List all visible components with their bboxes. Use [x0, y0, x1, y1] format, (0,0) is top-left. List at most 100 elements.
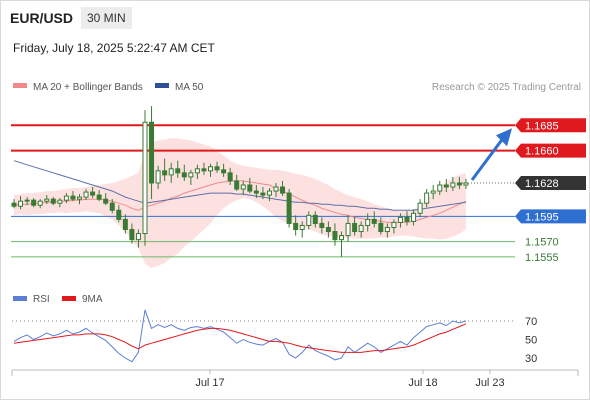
candle-body	[450, 182, 456, 188]
level-lines	[11, 124, 515, 258]
candle	[175, 160, 181, 178]
candle	[417, 199, 423, 218]
rsi-tick-50: 50	[525, 335, 537, 347]
candle	[162, 158, 168, 181]
candle-body	[50, 198, 56, 204]
candle-body	[116, 209, 122, 220]
candle	[122, 214, 128, 234]
candle	[135, 229, 141, 248]
candle-body	[188, 172, 194, 178]
candle-body	[24, 199, 30, 202]
level-tag-text: 1.1685	[525, 120, 559, 132]
candle-body	[358, 224, 364, 233]
candle	[253, 184, 259, 199]
candle	[247, 177, 253, 194]
candle	[227, 167, 233, 185]
rsi-line	[13, 309, 467, 363]
level-label-1.1555: 1.1555	[525, 252, 559, 264]
candle-body	[339, 235, 344, 241]
candle	[240, 180, 246, 196]
candle-body	[352, 222, 358, 233]
candle-body	[365, 218, 371, 226]
candle-body	[345, 222, 351, 237]
candle	[155, 165, 161, 190]
forecast-arrow	[470, 128, 512, 181]
level-tag-1.1595: 1.1595	[515, 209, 586, 224]
candle	[443, 178, 449, 193]
candle	[266, 188, 272, 202]
candle-body	[63, 195, 69, 201]
candle-body	[83, 191, 89, 198]
time-label: Jul 18	[408, 377, 437, 389]
candle-body	[18, 200, 24, 207]
arrow-head	[496, 128, 512, 147]
candle-body	[149, 121, 155, 184]
candle-body	[109, 202, 115, 211]
candle-body	[96, 194, 102, 200]
candle	[208, 163, 213, 177]
candle	[24, 197, 30, 206]
candle	[411, 209, 417, 226]
candle-body	[417, 202, 423, 214]
ma20-legend-label: MA 20 + Bollinger Bands	[33, 82, 143, 93]
rsi-tick-70: 70	[525, 316, 537, 328]
candle	[44, 195, 50, 205]
candle-body	[129, 229, 135, 241]
candle-body	[286, 192, 292, 224]
candle	[339, 231, 344, 257]
candle	[103, 193, 109, 206]
candle-body	[306, 214, 312, 226]
candle-body	[103, 198, 109, 204]
credit-label: Research © 2025 Trading Central	[432, 82, 581, 93]
candle-body	[175, 168, 181, 174]
candle	[384, 223, 390, 238]
candle-body	[332, 231, 338, 241]
candle	[463, 178, 469, 190]
candle	[358, 221, 364, 238]
candle-body	[456, 182, 462, 186]
candle-body	[221, 169, 227, 174]
candle-body	[280, 186, 286, 194]
candle-body	[299, 224, 305, 231]
candle-body	[312, 214, 318, 224]
candle	[57, 198, 63, 208]
candle-body	[404, 216, 410, 222]
candle-body	[201, 168, 207, 172]
candle-body	[90, 191, 96, 196]
candle	[397, 213, 403, 228]
candle	[63, 193, 69, 204]
level-tag-1.1660: 1.1660	[515, 143, 586, 158]
rsi-tick-30: 30	[525, 353, 537, 365]
candle-body	[122, 218, 128, 231]
candle-body	[208, 166, 213, 172]
candle	[116, 205, 122, 223]
candle-body	[11, 202, 17, 207]
rsi-legend-swatch	[13, 296, 27, 301]
candle	[293, 215, 299, 236]
ma50-legend-swatch	[155, 83, 169, 88]
candle	[319, 217, 325, 234]
candle	[70, 191, 76, 202]
time-axis-labels: Jul 17 Jul 18 Jul 23	[11, 370, 579, 389]
ma20-line	[13, 180, 467, 223]
moving-averages	[13, 160, 467, 223]
timestamp: Friday, July 18, 2025 5:22:47 AM CET	[13, 41, 215, 55]
candle	[378, 217, 384, 235]
candle	[194, 164, 200, 179]
candle-body	[319, 222, 325, 228]
candle-body	[437, 184, 443, 192]
candle-body	[162, 170, 168, 176]
candle-body	[70, 195, 76, 200]
candle	[31, 198, 37, 208]
candle	[352, 217, 358, 236]
level-tag-text: 1.1628	[525, 178, 559, 190]
candle-body	[44, 198, 50, 202]
candle-body	[77, 196, 82, 200]
candle	[345, 215, 351, 242]
candle	[77, 194, 82, 205]
ma50-line	[13, 160, 466, 211]
candle	[96, 190, 102, 202]
timeframe-button[interactable]: 30 MIN	[81, 7, 132, 29]
level-tag-1.1628: 1.1628	[515, 175, 586, 190]
